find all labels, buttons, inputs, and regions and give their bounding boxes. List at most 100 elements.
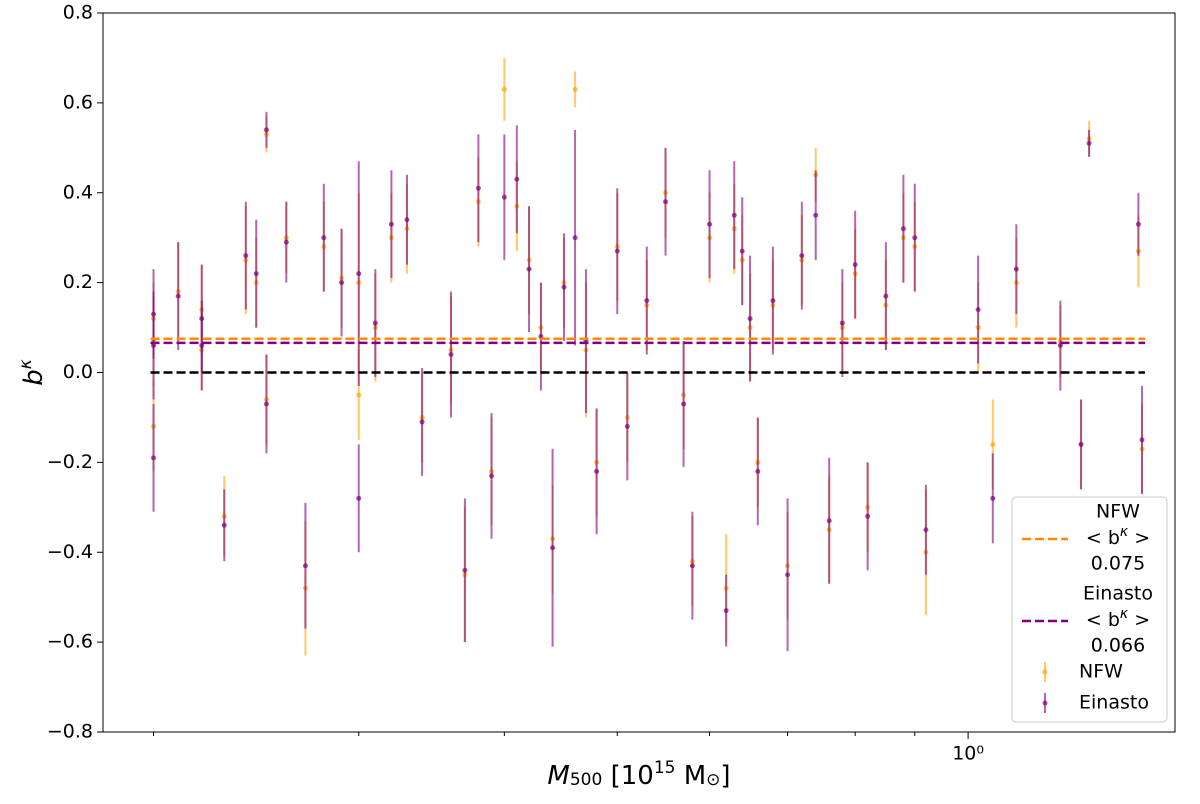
legend-symbol-part: > [1128, 609, 1150, 631]
y-tick-label: −0.2 [47, 451, 93, 473]
data-point [852, 262, 858, 268]
data-point [785, 572, 791, 578]
data-point [526, 266, 532, 272]
legend-label: Einasto [1083, 583, 1153, 605]
y-axis-label-part: κ [16, 359, 36, 369]
data-point [572, 86, 578, 92]
data-point [723, 608, 729, 614]
data-point [624, 423, 630, 429]
data-point [151, 311, 157, 317]
data-point [747, 316, 753, 322]
data-point [514, 176, 520, 182]
legend-symbol-part: < b [1086, 609, 1120, 631]
legend-swatch [1042, 669, 1048, 675]
y-tick-label: −0.8 [47, 721, 93, 743]
legend-swatch [1042, 700, 1048, 706]
legend-value: 0.075 [1091, 553, 1145, 575]
data-point [253, 271, 259, 277]
x-axis-label-part: M [675, 761, 706, 791]
data-point [975, 307, 981, 313]
data-point [356, 495, 362, 501]
data-point [339, 280, 345, 286]
data-point [388, 221, 394, 227]
data-point [199, 316, 205, 322]
data-point [1139, 437, 1145, 443]
y-tick-label: 0.2 [63, 271, 93, 293]
y-axis-label: bκ [16, 359, 48, 386]
legend-symbol-part: < b [1086, 527, 1120, 549]
data-point [283, 239, 289, 245]
x-axis-label-part: [10 [602, 761, 654, 791]
x-axis-label-part: 500 [570, 770, 602, 790]
data-point [990, 441, 996, 447]
data-point [689, 563, 695, 569]
data-point [243, 253, 249, 259]
data-point [321, 235, 327, 241]
x-axis-label: M500 [1015 M⊙] [547, 758, 730, 790]
data-point [1086, 140, 1092, 146]
legend-symbol: < bκ > [1086, 524, 1150, 549]
data-point [302, 563, 308, 569]
legend-symbol-part: κ [1120, 606, 1129, 622]
y-tick-label: 0.4 [63, 181, 93, 203]
y-tick-label: −0.4 [47, 541, 93, 563]
data-point [739, 248, 745, 254]
data-point [644, 298, 650, 304]
data-point [550, 545, 556, 551]
data-point [448, 352, 454, 358]
data-point [1078, 441, 1084, 447]
data-point [151, 455, 157, 461]
data-point [419, 419, 425, 425]
data-point [263, 127, 269, 133]
data-point [900, 226, 906, 232]
data-point [489, 473, 495, 479]
legend-label: NFW [1079, 661, 1123, 683]
data-point [813, 212, 819, 218]
data-point [356, 392, 362, 398]
data-point [221, 522, 227, 528]
data-point [883, 293, 889, 299]
legend-symbol: < bκ > [1086, 606, 1150, 631]
data-point [731, 212, 737, 218]
y-tick-label: −0.6 [47, 631, 93, 653]
y-axis-label-part: b [19, 369, 49, 386]
data-point [990, 495, 996, 501]
data-point [462, 567, 468, 573]
legend-symbol-part: κ [1120, 524, 1129, 540]
data-point [475, 185, 481, 191]
y-tick-label: 0.0 [63, 361, 93, 383]
data-point [1135, 221, 1141, 227]
data-point [594, 468, 600, 474]
legend-value: 0.066 [1091, 635, 1145, 657]
data-point [501, 194, 507, 200]
data-point [175, 293, 181, 299]
data-point [799, 253, 805, 259]
data-point [755, 468, 761, 474]
data-point [1057, 343, 1063, 349]
data-point [404, 217, 410, 223]
x-axis-label-part: ⊙ [706, 770, 720, 790]
data-point [356, 271, 362, 277]
legend-label: NFW [1096, 501, 1140, 523]
y-tick-label: 0.8 [63, 2, 93, 24]
data-point [501, 86, 507, 92]
x-tick-label: 10⁰ [952, 743, 984, 765]
data-point [572, 235, 578, 241]
y-tick-label: 0.6 [63, 91, 93, 113]
data-point [826, 518, 832, 524]
data-point [372, 320, 378, 326]
data-point [263, 401, 269, 407]
data-point [707, 221, 713, 227]
data-point [839, 320, 845, 326]
data-point [865, 513, 871, 519]
data-point [614, 248, 620, 254]
data-point [561, 284, 567, 290]
x-axis-label-part: ] [720, 761, 730, 791]
data-point [663, 199, 669, 205]
data-point [912, 235, 918, 241]
data-point [1013, 266, 1019, 272]
legend-box [1011, 496, 1168, 723]
data-point [770, 298, 776, 304]
legend-symbol-part: > [1128, 527, 1150, 549]
